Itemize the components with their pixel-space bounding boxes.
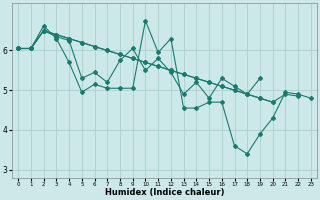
X-axis label: Humidex (Indice chaleur): Humidex (Indice chaleur) <box>105 188 224 197</box>
